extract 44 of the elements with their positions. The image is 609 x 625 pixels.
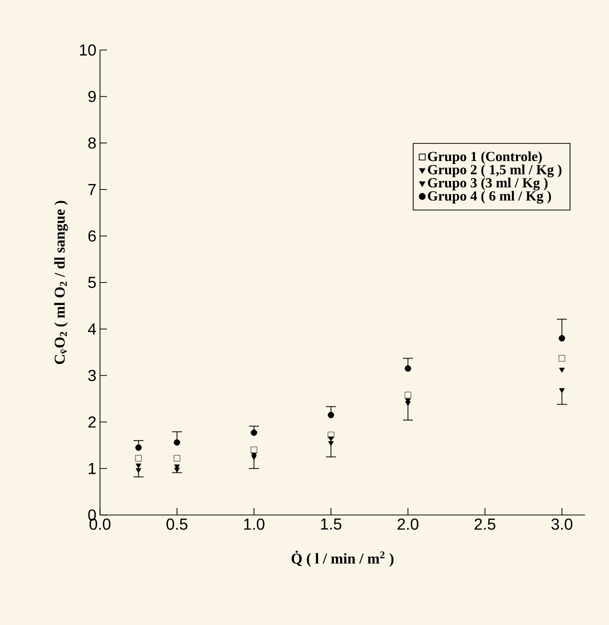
point xyxy=(250,429,258,436)
point xyxy=(559,388,565,394)
point xyxy=(174,455,180,462)
legend-label: Grupo 1 (Controle) xyxy=(428,151,542,164)
y-axis-title: C$_{v̄}$O$_{2}$ ( ml O$_{2}$ / dl sangue ) xyxy=(54,200,68,364)
y-tick-label: 9 xyxy=(88,90,96,102)
y-tick-label: 7 xyxy=(88,184,96,195)
x-tick-label: 0.0 xyxy=(90,518,110,530)
point xyxy=(135,444,142,451)
point xyxy=(328,412,334,418)
x-tick-label: 2.0 xyxy=(398,518,418,530)
point xyxy=(558,355,566,362)
point xyxy=(328,432,334,438)
y-tick-label: 5 xyxy=(88,276,96,288)
point xyxy=(135,455,142,462)
x-tick-label: 1.5 xyxy=(321,518,342,530)
x-tick-label: 2.5 xyxy=(474,518,496,530)
point xyxy=(174,468,180,473)
point xyxy=(404,392,412,398)
point xyxy=(405,401,411,406)
x-tick-label: 0.5 xyxy=(166,518,188,530)
x-axis-title: Q̇ ( l / min / m$^{2}$ ) xyxy=(292,550,394,567)
y-tick-label: 6 xyxy=(88,230,96,242)
point xyxy=(328,441,334,446)
point xyxy=(328,436,334,442)
y-tick-label: 1 xyxy=(88,463,96,474)
point xyxy=(250,446,258,454)
y-tick-label: 8 xyxy=(88,137,96,149)
y-tick-label: 2 xyxy=(88,416,96,428)
point xyxy=(174,439,180,446)
legend-label: Grupo 4 ( 6 ml / Kg ) xyxy=(428,190,551,204)
legend-label: Grupo 2 ( 1,5 ml / Kg ) xyxy=(428,164,562,178)
point xyxy=(136,468,142,474)
x-tick-label: 3.0 xyxy=(551,518,572,530)
y-tick-label: 10 xyxy=(80,44,96,56)
legend-label: Grupo 3 (3 ml / Kg ) xyxy=(428,178,548,190)
point xyxy=(251,455,257,460)
point xyxy=(136,464,142,468)
point xyxy=(558,335,566,342)
y-tick-label: 3 xyxy=(88,370,96,382)
y-tick-label: 4 xyxy=(88,324,96,334)
x-tick-label: 1.0 xyxy=(244,518,264,530)
point xyxy=(559,368,565,373)
point xyxy=(404,365,412,372)
